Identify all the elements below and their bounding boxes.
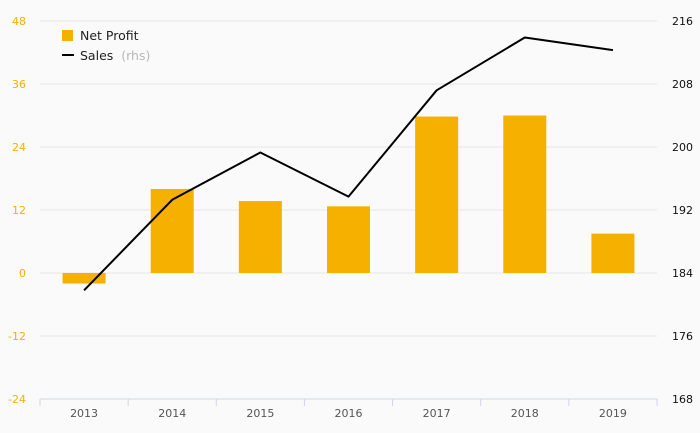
- sales-line-layer: [83, 36, 614, 292]
- bar-net-profit-2016: [327, 206, 370, 273]
- left-tick-label: 0: [19, 267, 26, 280]
- bar-net-profit-2013: [62, 273, 106, 284]
- sales-line: [83, 36, 614, 292]
- left-tick-label: 24: [12, 141, 26, 154]
- x-tick-label-2013: 2013: [70, 407, 98, 420]
- right-tick-label: 176: [672, 330, 693, 343]
- right-tick-label: 168: [672, 393, 693, 406]
- left-tick-label: 36: [12, 78, 26, 91]
- left-tick-label: -24: [8, 393, 26, 406]
- bar-net-profit-2019: [591, 233, 635, 273]
- legend: Net Profit Sales (rhs): [62, 28, 150, 63]
- legend-swatch-net-profit: [62, 30, 73, 41]
- right-tick-label: 200: [672, 141, 693, 154]
- left-tick-label: 12: [12, 204, 26, 217]
- right-tick-label: 184: [672, 267, 693, 280]
- legend-label-sales-name: Sales: [80, 48, 113, 63]
- left-tick-label: 48: [12, 15, 26, 28]
- legend-label-sales: Sales (rhs): [80, 48, 150, 63]
- x-tick-label-2019: 2019: [599, 407, 627, 420]
- bar-net-profit-2014: [150, 189, 194, 273]
- net-profit-bars: [62, 115, 635, 284]
- axes: 48 36 24 12 0 -12 -24 216 208 200 192 184 176 168 2013…: [8, 15, 693, 420]
- x-tick-label-2017: 2017: [423, 407, 451, 420]
- legend-label-sales-note: (rhs): [121, 48, 150, 63]
- legend-label-net-profit: Net Profit: [80, 28, 139, 43]
- left-tick-label: -12: [8, 330, 26, 343]
- right-tick-label: 216: [672, 15, 693, 28]
- x-tick-label-2018: 2018: [511, 407, 539, 420]
- right-tick-label: 192: [672, 204, 693, 217]
- x-tick-label-2014: 2014: [158, 407, 186, 420]
- right-tick-label: 208: [672, 78, 693, 91]
- x-tick-label-2015: 2015: [246, 407, 274, 420]
- x-tick-label-2016: 2016: [335, 407, 363, 420]
- bar-net-profit-2015: [238, 201, 282, 273]
- bar-net-profit-2018: [503, 115, 547, 273]
- bar-net-profit-2017: [415, 116, 459, 273]
